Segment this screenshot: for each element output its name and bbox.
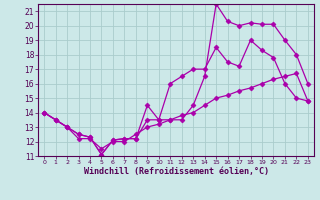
X-axis label: Windchill (Refroidissement éolien,°C): Windchill (Refroidissement éolien,°C) — [84, 167, 268, 176]
